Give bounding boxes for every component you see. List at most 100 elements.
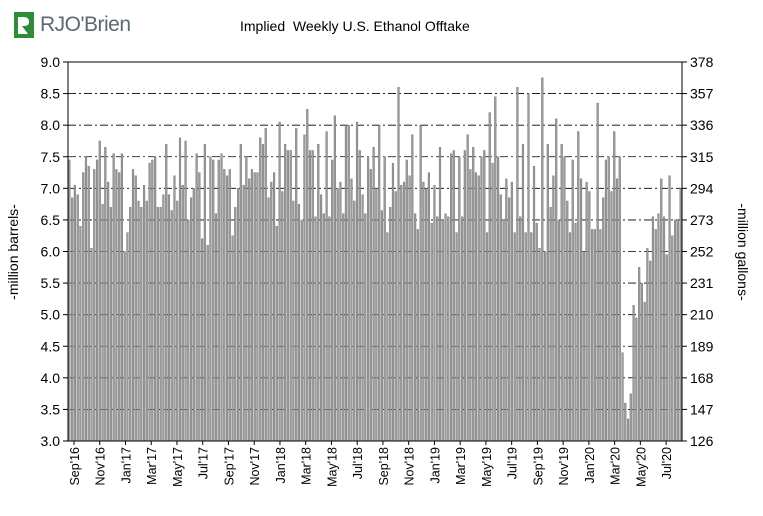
bar: [649, 260, 652, 442]
bar: [574, 222, 577, 442]
bar: [115, 169, 118, 442]
bar: [353, 200, 356, 442]
bar: [618, 156, 621, 442]
bar: [679, 188, 682, 442]
y-tick-label-right: 252: [690, 244, 714, 260]
bar: [524, 232, 527, 442]
bar: [372, 147, 375, 442]
y-tick-label-right: 357: [690, 86, 714, 102]
bar: [483, 150, 486, 442]
bar: [519, 216, 522, 442]
bar: [383, 156, 386, 442]
bar: [206, 245, 209, 442]
bar: [378, 125, 381, 442]
y-tick-label-left: 3.0: [41, 433, 61, 449]
y-tick-label-left: 8.0: [41, 117, 61, 133]
bar: [555, 118, 558, 442]
bar: [419, 125, 422, 442]
bar: [544, 251, 547, 442]
bar: [510, 181, 513, 442]
bar: [613, 131, 616, 442]
bar: [148, 162, 151, 442]
bar: [546, 143, 549, 442]
bar: [231, 235, 234, 442]
x-tick-label: Jul'17: [197, 447, 211, 479]
bar: [350, 178, 353, 442]
bar: [355, 121, 359, 442]
x-tick-label: Jan'19: [428, 447, 442, 483]
bar: [162, 194, 165, 442]
bar: [367, 156, 370, 442]
bar: [474, 172, 478, 442]
bar: [499, 194, 502, 442]
bar: [433, 185, 436, 442]
bar: [225, 175, 229, 442]
bar: [577, 131, 580, 442]
bar: [159, 207, 162, 442]
x-tick-label: May'17: [171, 447, 185, 487]
bar: [463, 150, 466, 442]
bar: [336, 188, 339, 442]
bar: [339, 181, 342, 442]
bar: [640, 282, 643, 442]
bar: [591, 229, 594, 442]
bar: [98, 140, 101, 442]
bar: [242, 185, 245, 442]
bar: [203, 143, 206, 442]
bar: [239, 143, 242, 442]
y-tick-label-left: 3.5: [41, 401, 61, 417]
bar: [375, 188, 378, 442]
bar: [292, 200, 295, 442]
bar: [447, 216, 450, 442]
bar: [176, 200, 179, 442]
bar: [416, 229, 419, 442]
bar: [638, 267, 641, 442]
bar: [261, 143, 265, 442]
logo-text: RJO'Brien: [40, 13, 131, 36]
bar: [317, 143, 320, 442]
bar: [112, 153, 115, 442]
x-tick-label: Mar'19: [454, 447, 468, 485]
bar: [342, 213, 345, 442]
bar: [308, 150, 312, 442]
bar: [414, 213, 417, 442]
bar: [380, 210, 383, 442]
bar: [660, 178, 663, 442]
bar: [466, 134, 469, 442]
bar: [295, 128, 298, 442]
grid-lines: [68, 93, 682, 410]
bar: [560, 143, 563, 442]
bar: [306, 109, 309, 442]
bar: [234, 207, 237, 442]
bar: [201, 238, 204, 442]
bar: [181, 185, 184, 442]
bar: [123, 251, 126, 442]
bar: [347, 125, 350, 442]
rjo-leaf-logo-icon: [14, 12, 34, 38]
bar: [530, 232, 533, 442]
bar: [469, 169, 472, 442]
x-tick-label: May'20: [634, 447, 648, 487]
bar: [198, 172, 201, 442]
y-tick-label-left: 6.5: [41, 212, 61, 228]
bar: [389, 207, 392, 442]
bar: [579, 178, 583, 442]
company-logo: RJO'Brien: [10, 8, 160, 42]
bar: [87, 166, 90, 442]
bar: [95, 159, 99, 442]
bar: [477, 175, 480, 442]
bar: [281, 191, 284, 442]
y-tick-label-right: 336: [690, 117, 714, 133]
bar: [671, 235, 674, 442]
bar: [491, 162, 494, 442]
bar: [394, 191, 397, 442]
bar: [284, 143, 287, 442]
bar: [79, 226, 82, 442]
bar: [131, 169, 135, 442]
y-axis-left-label: -million barrels-: [5, 204, 21, 300]
y-tick-label-left: 5.0: [41, 307, 61, 323]
bar: [192, 188, 195, 442]
bar: [275, 226, 278, 442]
x-tick-label: Jan'17: [119, 447, 133, 483]
x-tick-label: Jul'19: [506, 447, 520, 479]
